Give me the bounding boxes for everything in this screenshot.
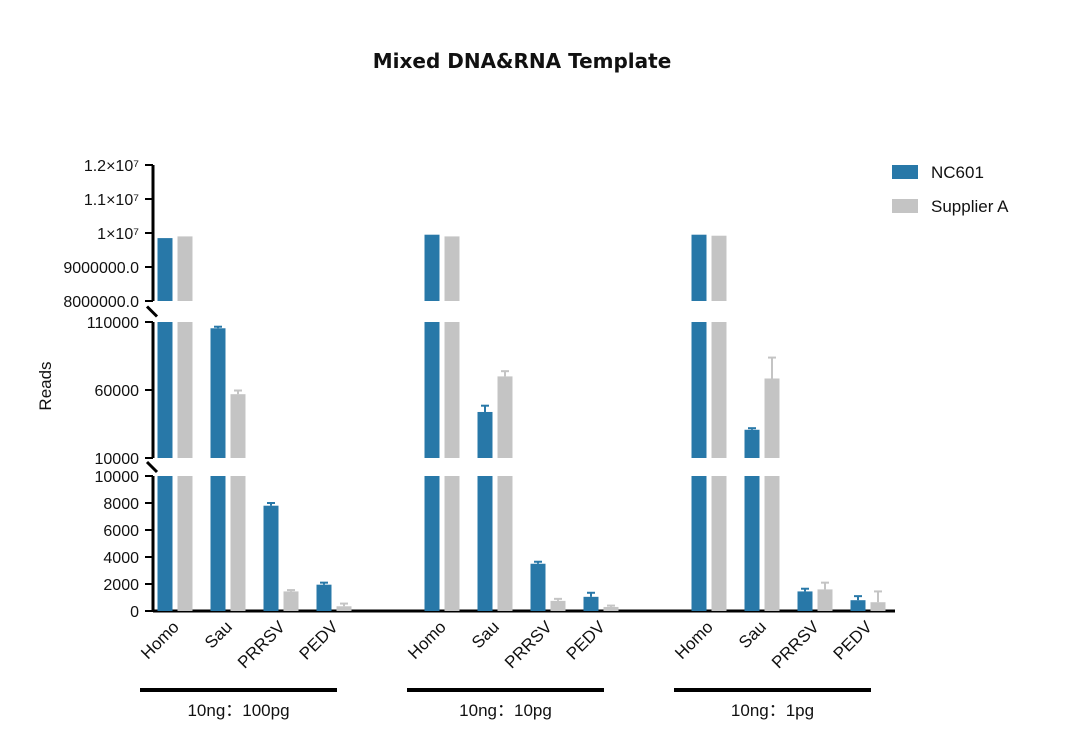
x-tick-label: Homo bbox=[671, 617, 717, 663]
x-tick-label: PRRSV bbox=[234, 617, 289, 672]
y-tick-label: 60000 bbox=[95, 383, 140, 400]
legend-entry: Supplier A bbox=[931, 197, 1009, 216]
bar-nc601 bbox=[583, 596, 599, 611]
bar-supplier-a bbox=[444, 476, 460, 611]
bar-supplier-a bbox=[336, 606, 352, 611]
group-label: 10ng：1pg bbox=[731, 701, 814, 720]
y-tick-label: 1.2×10⁷ bbox=[84, 158, 139, 175]
legend-swatch bbox=[892, 199, 918, 213]
y-tick-label: 8000000.0 bbox=[63, 294, 139, 311]
bar-supplier-a bbox=[817, 589, 833, 611]
bar-nc601 bbox=[210, 476, 226, 611]
bar-nc601 bbox=[744, 476, 760, 611]
bar-supplier-a bbox=[711, 235, 727, 301]
legend-swatch bbox=[892, 165, 918, 179]
x-tick-label: PRRSV bbox=[768, 617, 823, 672]
bar-nc601 bbox=[210, 328, 226, 458]
bar-nc601 bbox=[424, 234, 440, 301]
axis-break-mark bbox=[145, 305, 159, 318]
y-tick-label: 0 bbox=[130, 604, 139, 621]
y-tick-label: 2000 bbox=[103, 577, 139, 594]
group-label: 10ng：100pg bbox=[187, 701, 289, 720]
y-tick-label: 9000000.0 bbox=[63, 260, 139, 277]
x-tick-label: Sau bbox=[735, 617, 770, 652]
bar-nc601 bbox=[477, 411, 493, 458]
x-tick-label: PRRSV bbox=[501, 617, 556, 672]
bar-supplier-a bbox=[444, 236, 460, 301]
bar-nc601 bbox=[530, 563, 546, 611]
bar-nc601 bbox=[157, 476, 173, 611]
bar-supplier-a bbox=[497, 376, 513, 458]
bar-supplier-a bbox=[177, 322, 193, 458]
legend: NC601 Supplier A bbox=[892, 163, 1009, 216]
bar-supplier-a bbox=[283, 591, 299, 611]
y-tick-label: 10000 bbox=[95, 469, 140, 486]
bar-nc601 bbox=[263, 505, 279, 611]
bar-nc601 bbox=[316, 584, 332, 611]
bar-nc601 bbox=[797, 591, 813, 611]
legend-entry: NC601 bbox=[931, 163, 984, 182]
bar-supplier-a bbox=[230, 394, 246, 458]
bar-supplier-a bbox=[177, 236, 193, 301]
bar-supplier-a bbox=[764, 378, 780, 458]
y-tick-label: 110000 bbox=[87, 315, 139, 332]
bar-supplier-a bbox=[177, 476, 193, 611]
bar-nc601 bbox=[691, 322, 707, 458]
x-tick-label: Homo bbox=[404, 617, 450, 663]
x-tick-label: Sau bbox=[201, 617, 236, 652]
bar-nc601 bbox=[424, 476, 440, 611]
axis-break-mark bbox=[145, 460, 159, 474]
x-tick-label: Sau bbox=[468, 617, 503, 652]
y-tick-label: 10000 bbox=[95, 451, 140, 468]
bar-supplier-a bbox=[870, 602, 886, 611]
bar-supplier-a bbox=[550, 600, 566, 611]
bar-nc601 bbox=[691, 476, 707, 611]
bar-nc601 bbox=[744, 429, 760, 458]
bar-supplier-a bbox=[603, 606, 619, 611]
bar-supplier-a bbox=[230, 476, 246, 611]
y-tick-label: 4000 bbox=[103, 550, 139, 567]
y-tick-label: 8000 bbox=[103, 496, 139, 513]
bar-nc601 bbox=[477, 476, 493, 611]
bar-supplier-a bbox=[711, 476, 727, 611]
bar-nc601 bbox=[691, 234, 707, 301]
bar-nc601 bbox=[157, 238, 173, 301]
group-label: 10ng：10pg bbox=[459, 701, 552, 720]
y-tick-label: 1.1×10⁷ bbox=[84, 192, 139, 209]
bar-supplier-a bbox=[497, 476, 513, 611]
bar-supplier-a bbox=[444, 322, 460, 458]
x-tick-label: PEDV bbox=[563, 617, 610, 664]
x-tick-label: Homo bbox=[137, 617, 183, 663]
y-axis-label: Reads bbox=[36, 361, 55, 410]
bar-nc601 bbox=[424, 322, 440, 458]
bar-supplier-a bbox=[711, 322, 727, 458]
y-tick-label: 6000 bbox=[103, 523, 139, 540]
x-tick-label: PEDV bbox=[296, 617, 343, 664]
chart-title: Mixed DNA&RNA Template bbox=[373, 49, 672, 73]
x-tick-label: PEDV bbox=[830, 617, 877, 664]
bar-nc601 bbox=[157, 322, 173, 458]
bar-supplier-a bbox=[764, 476, 780, 611]
bar-nc601 bbox=[850, 600, 866, 611]
y-tick-label: 1×10⁷ bbox=[97, 226, 139, 243]
